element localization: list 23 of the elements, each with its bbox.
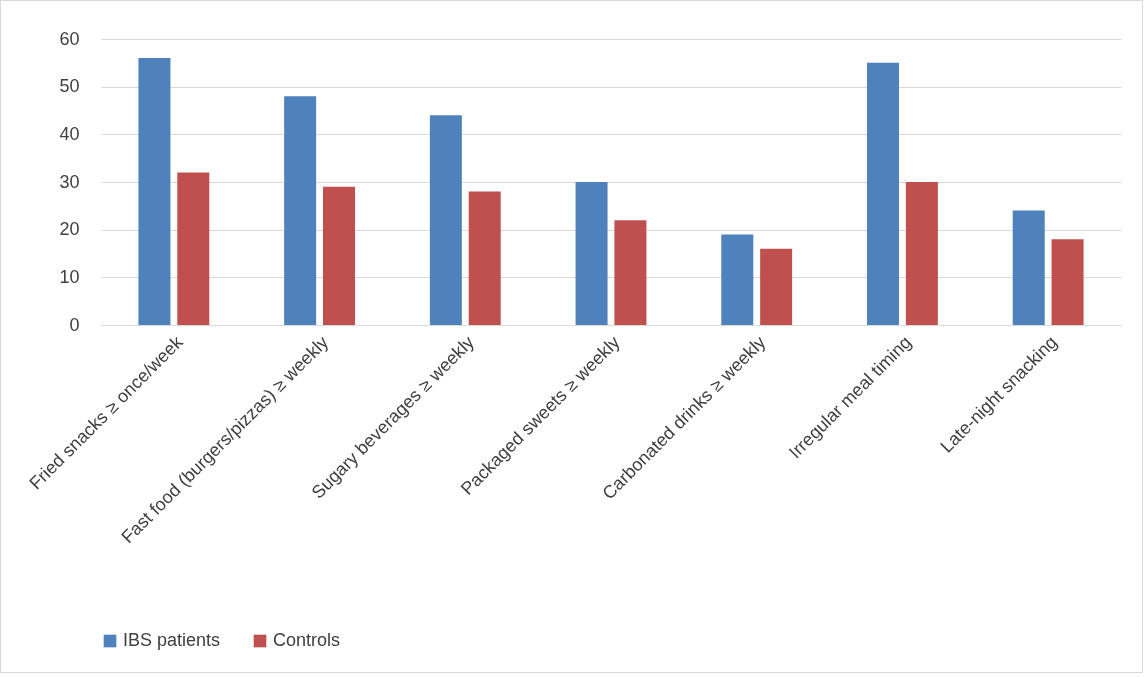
bar — [721, 234, 754, 325]
bar — [429, 115, 462, 325]
bar — [138, 58, 171, 325]
bar — [575, 182, 608, 325]
y-tick-label: 0 — [69, 314, 80, 335]
bar — [177, 172, 210, 325]
legend-label: Controls — [273, 630, 341, 650]
y-tick-label: 60 — [59, 28, 80, 49]
y-tick-label: 30 — [59, 171, 80, 192]
y-tick-label: 10 — [59, 266, 80, 287]
bar — [905, 182, 938, 325]
y-tick-label: 50 — [59, 76, 80, 97]
bar — [1012, 210, 1045, 325]
y-tick-label: 40 — [59, 123, 80, 144]
bar — [468, 191, 501, 325]
bar — [284, 96, 317, 325]
bar — [867, 62, 899, 325]
y-tick-label: 20 — [59, 219, 80, 240]
bar — [760, 248, 793, 325]
legend-label: IBS patients — [123, 630, 221, 650]
bar — [323, 186, 355, 325]
bar — [1051, 239, 1084, 325]
bar — [614, 220, 647, 325]
